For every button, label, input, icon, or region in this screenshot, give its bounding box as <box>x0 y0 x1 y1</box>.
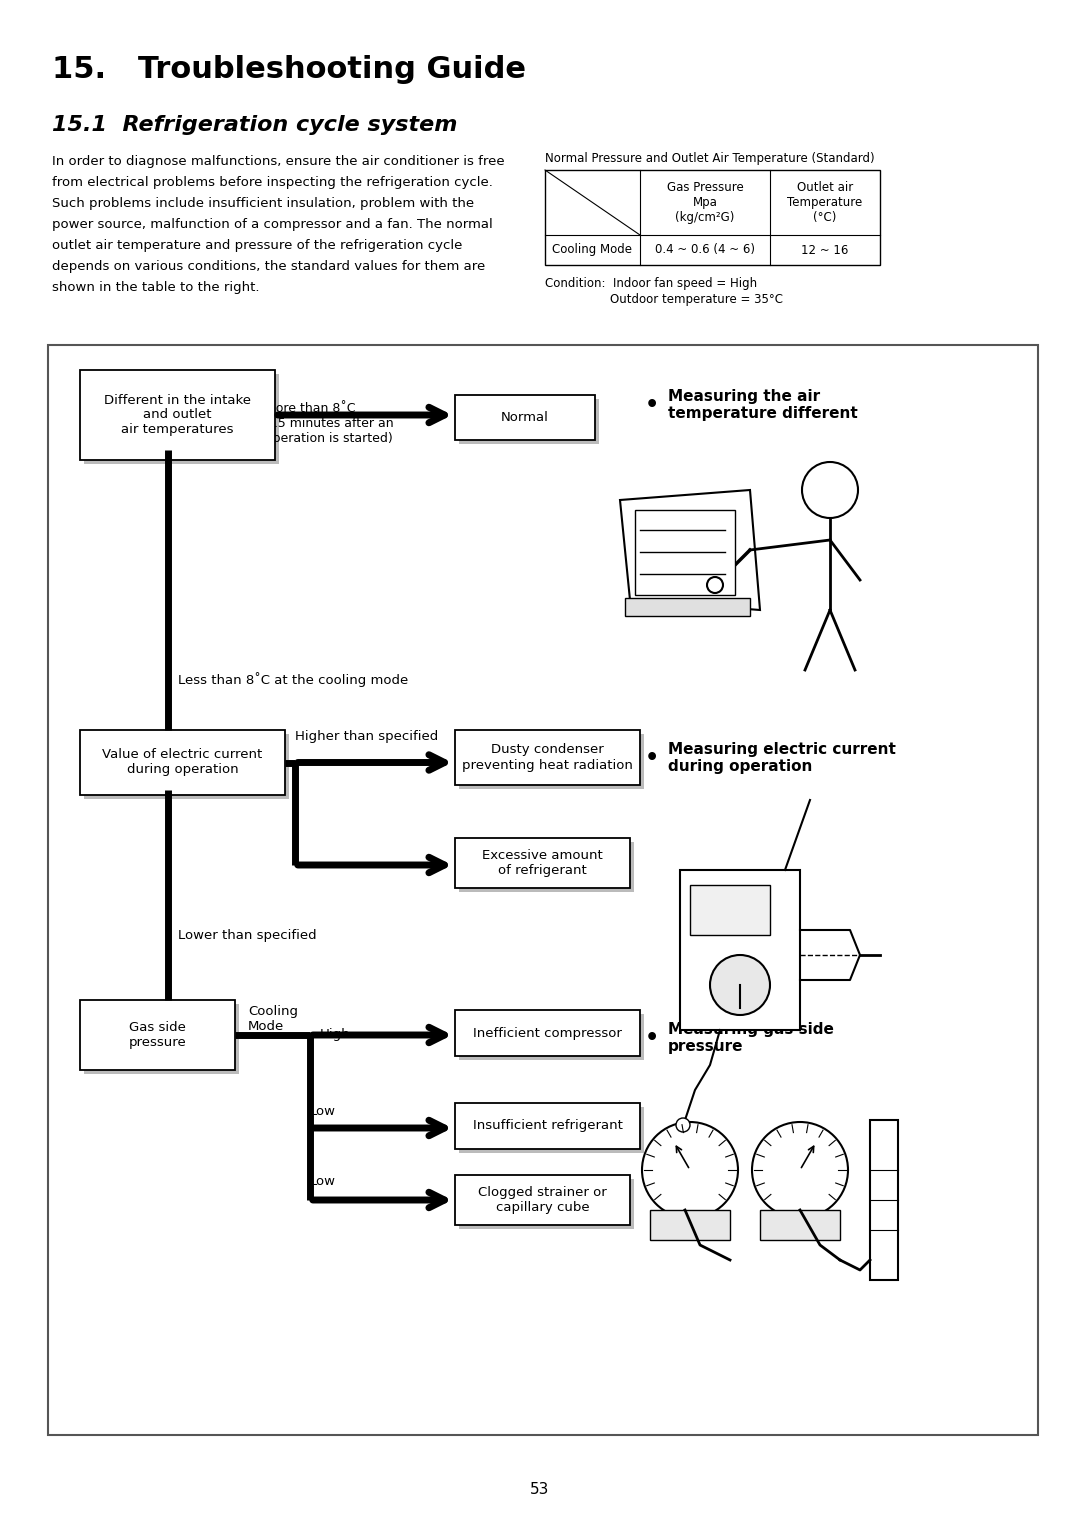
Text: •: • <box>645 1028 659 1048</box>
Text: •: • <box>645 748 659 768</box>
Text: Condition:  Indoor fan speed = High: Condition: Indoor fan speed = High <box>545 276 757 290</box>
Text: 12 ~ 16: 12 ~ 16 <box>801 243 849 257</box>
Text: Low: Low <box>310 1174 336 1188</box>
Circle shape <box>752 1122 848 1219</box>
Text: 15.1  Refrigeration cycle system: 15.1 Refrigeration cycle system <box>52 115 457 134</box>
Bar <box>459 1014 644 1060</box>
Text: Cooling
Mode: Cooling Mode <box>248 1005 298 1032</box>
Text: Measuring electric current
during operation: Measuring electric current during operat… <box>669 742 896 774</box>
Bar <box>459 734 644 789</box>
Text: depends on various conditions, the standard values for them are: depends on various conditions, the stand… <box>52 260 485 273</box>
Bar <box>545 169 880 266</box>
Bar <box>455 1009 640 1057</box>
Text: Outlet air
Temperature
(°C): Outlet air Temperature (°C) <box>787 182 863 224</box>
Text: Normal Pressure and Outlet Air Temperature (Standard): Normal Pressure and Outlet Air Temperatu… <box>545 153 875 165</box>
Text: Inefficient compressor: Inefficient compressor <box>473 1026 622 1040</box>
Text: Low: Low <box>310 1106 336 1118</box>
Bar <box>84 1003 239 1073</box>
Bar <box>459 1179 634 1229</box>
Circle shape <box>707 577 723 592</box>
Bar <box>455 838 630 889</box>
Bar <box>455 730 640 785</box>
Text: Less than 8˚C at the cooling mode: Less than 8˚C at the cooling mode <box>178 672 408 687</box>
Bar <box>455 1174 630 1225</box>
Text: power source, malfunction of a compressor and a fan. The normal: power source, malfunction of a compresso… <box>52 218 492 231</box>
Text: In order to diagnose malfunctions, ensure the air conditioner is free: In order to diagnose malfunctions, ensur… <box>52 156 504 168</box>
Bar <box>870 1119 897 1280</box>
Bar <box>80 370 275 460</box>
Circle shape <box>710 954 770 1015</box>
Bar <box>760 1209 840 1240</box>
Text: outlet air temperature and pressure of the refrigeration cycle: outlet air temperature and pressure of t… <box>52 240 462 252</box>
Text: Dusty condenser
preventing heat radiation: Dusty condenser preventing heat radiatio… <box>462 744 633 771</box>
Text: Such problems include insufficient insulation, problem with the: Such problems include insufficient insul… <box>52 197 474 211</box>
Bar <box>455 1102 640 1148</box>
Text: Value of electric current
during operation: Value of electric current during operati… <box>103 748 262 777</box>
Bar <box>455 395 595 440</box>
Bar <box>84 734 289 799</box>
Bar <box>80 1000 235 1070</box>
Circle shape <box>802 463 858 518</box>
Bar <box>690 886 770 935</box>
Bar <box>84 374 279 464</box>
Text: Gas side
pressure: Gas side pressure <box>129 1022 187 1049</box>
Text: Excessive amount
of refrigerant: Excessive amount of refrigerant <box>482 849 603 876</box>
Text: 53: 53 <box>530 1481 550 1496</box>
Text: 0.4 ~ 0.6 (4 ~ 6): 0.4 ~ 0.6 (4 ~ 6) <box>654 243 755 257</box>
Text: High: High <box>320 1028 351 1041</box>
Bar <box>459 399 599 444</box>
Bar <box>635 510 735 596</box>
Text: from electrical problems before inspecting the refrigeration cycle.: from electrical problems before inspecti… <box>52 176 492 189</box>
Text: Clogged strainer or
capillary cube: Clogged strainer or capillary cube <box>478 1186 607 1214</box>
Bar <box>680 870 800 1031</box>
Circle shape <box>642 1122 738 1219</box>
Text: shown in the table to the right.: shown in the table to the right. <box>52 281 259 295</box>
Text: Cooling Mode: Cooling Mode <box>553 243 633 257</box>
FancyBboxPatch shape <box>625 599 750 615</box>
Text: •: • <box>645 395 659 415</box>
Text: Measuring gas side
pressure: Measuring gas side pressure <box>669 1022 834 1054</box>
Text: Lower than specified: Lower than specified <box>178 928 316 942</box>
Text: Different in the intake
and outlet
air temperatures: Different in the intake and outlet air t… <box>104 394 251 437</box>
Bar <box>459 1107 644 1153</box>
Text: Gas Pressure
Mpa
(kg/cm²G): Gas Pressure Mpa (kg/cm²G) <box>666 182 743 224</box>
Text: Higher than specified: Higher than specified <box>295 730 438 744</box>
Bar <box>48 345 1038 1435</box>
Polygon shape <box>620 490 760 609</box>
Bar <box>459 841 634 892</box>
Circle shape <box>676 1118 690 1132</box>
Bar <box>80 730 285 796</box>
Text: Measuring the air
temperature different: Measuring the air temperature different <box>669 389 858 421</box>
Text: Outdoor temperature = 35°C: Outdoor temperature = 35°C <box>610 293 783 305</box>
Text: More than 8˚C
(15 minutes after an
operation is started): More than 8˚C (15 minutes after an opera… <box>265 402 393 444</box>
Text: Normal: Normal <box>501 411 549 425</box>
Bar <box>650 1209 730 1240</box>
Text: Insufficient refrigerant: Insufficient refrigerant <box>473 1119 622 1133</box>
Text: 15.   Troubleshooting Guide: 15. Troubleshooting Guide <box>52 55 526 84</box>
